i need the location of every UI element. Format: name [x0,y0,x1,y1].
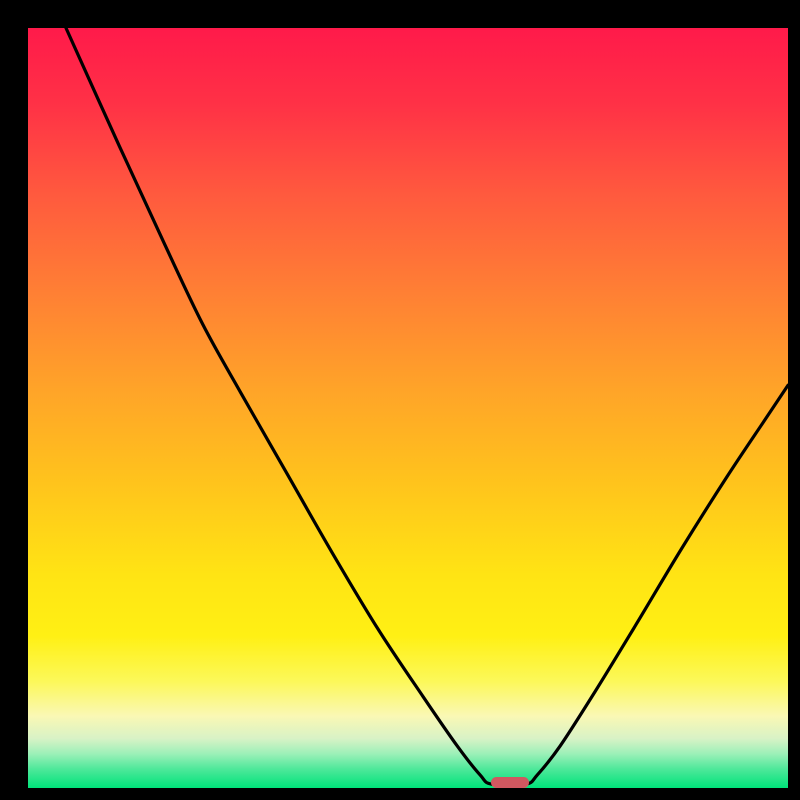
optimal-point-marker [491,777,529,788]
bottleneck-chart [0,0,800,800]
watermark-text: TheBottleneck.com [545,3,785,34]
chart-frame: TheBottleneck.com [0,0,800,800]
